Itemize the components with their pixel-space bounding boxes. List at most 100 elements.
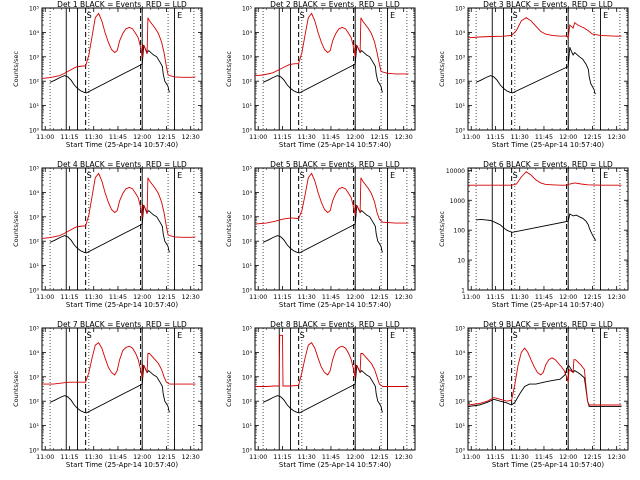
x-tick-label: 11:15 <box>60 134 78 141</box>
y-axis-label: Counts/sec <box>225 371 233 407</box>
x-axis-label: Start Time (25-Apr-14 10:57:40) <box>66 461 178 469</box>
y-tick-label: 10² <box>29 239 40 246</box>
x-tick-label: 11:00 <box>36 134 54 141</box>
marker-letter: E <box>390 171 395 180</box>
x-tick-label: 12:15 <box>370 454 388 461</box>
panel-title: Det 9 BLACK = Events, RED = LLD <box>483 320 613 329</box>
marker-letter: E <box>177 331 182 340</box>
x-tick-label: 11:45 <box>535 454 553 461</box>
y-tick-label: 10³ <box>242 374 253 381</box>
y-tick-label: 10⁰ <box>29 288 40 295</box>
y-tick-label: 10000 <box>446 168 465 175</box>
x-tick-label: 11:00 <box>249 134 267 141</box>
x-tick-label: 12:30 <box>608 294 626 301</box>
series-lld-line <box>42 172 196 239</box>
x-axis-label: Start Time (25-Apr-14 10:57:40) <box>66 301 178 309</box>
panel-title: Det 1 BLACK = Events, RED = LLD <box>57 0 187 9</box>
x-axis-label: Start Time (25-Apr-14 10:57:40) <box>279 141 391 149</box>
y-tick-label: 10⁴ <box>29 350 40 357</box>
plot-frame <box>41 167 203 291</box>
y-tick-label: 10¹ <box>29 423 40 430</box>
x-tick-label: 11:15 <box>486 454 504 461</box>
series-lld-line <box>255 172 409 225</box>
panel-det-7: 10⁰ 10¹ 10² 10³ 10⁴ 10⁵ 11:00 11:15 11:30 11:45 12… <box>12 320 203 469</box>
series-lld-line <box>468 347 622 406</box>
y-tick-label: 10¹ <box>455 103 466 110</box>
x-tick-label: 12:00 <box>133 294 151 301</box>
panel-det-2: 10⁰ 10¹ 10² 10³ 10⁴ 10⁵ 11:00 11:15 11:30 11:45 12… <box>225 0 416 149</box>
panel-det-3: 10⁰ 10¹ 10² 10³ 10⁴ 10⁵ 11:00 11:15 11:30 11:45 12… <box>438 0 629 149</box>
panel-title: Det 5 BLACK = Events, RED = LLD <box>270 160 400 169</box>
y-tick-label: 10⁰ <box>242 128 253 135</box>
x-tick-label: 12:30 <box>182 454 200 461</box>
y-axis-label: Counts/sec <box>438 51 446 87</box>
x-tick-label: 11:45 <box>109 454 127 461</box>
panel-title: Det 8 BLACK = Events, RED = LLD <box>270 320 400 329</box>
series-lld-line <box>468 171 622 186</box>
panel-title: Det 3 BLACK = Events, RED = LLD <box>483 0 613 9</box>
x-tick-label: 12:00 <box>133 454 151 461</box>
x-tick-label: 11:45 <box>535 134 553 141</box>
y-tick-label: 10⁵ <box>455 326 466 333</box>
y-tick-label: 10³ <box>29 214 40 221</box>
plot-frame <box>41 7 203 131</box>
panel-det-4: 10⁰ 10¹ 10² 10³ 10⁴ 10⁵ 11:00 11:15 11:30 11:45 12… <box>12 160 203 309</box>
y-tick-label: 10⁴ <box>242 30 253 37</box>
y-tick-label: 1 <box>461 288 465 295</box>
y-tick-label: 10⁰ <box>455 448 466 455</box>
x-axis-label: Start Time (25-Apr-14 10:57:40) <box>492 461 604 469</box>
y-tick-label: 10⁵ <box>242 6 253 13</box>
y-tick-label: 10¹ <box>29 103 40 110</box>
x-tick-label: 11:30 <box>298 294 316 301</box>
series-events-line <box>49 365 171 414</box>
x-axis-label: Start Time (25-Apr-14 10:57:40) <box>279 301 391 309</box>
x-axis-label: Start Time (25-Apr-14 10:57:40) <box>492 141 604 149</box>
y-tick-label: 10³ <box>242 54 253 61</box>
panel-det-1: 10⁰ 10¹ 10² 10³ 10⁴ 10⁵ 11:00 11:15 11:30 11:45 12… <box>12 0 203 149</box>
panel-title: Det 4 BLACK = Events, RED = LLD <box>57 160 187 169</box>
x-tick-label: 12:00 <box>559 454 577 461</box>
y-tick-label: 10¹ <box>242 423 253 430</box>
x-axis-label: Start Time (25-Apr-14 10:57:40) <box>492 301 604 309</box>
marker-letter: S <box>513 171 518 180</box>
marker-letter: S <box>87 331 92 340</box>
y-tick-label: 10⁵ <box>29 326 40 333</box>
marker-letter: S <box>513 11 518 20</box>
series-events-line <box>49 45 171 94</box>
x-tick-label: 12:00 <box>346 454 364 461</box>
x-tick-label: 11:30 <box>511 454 529 461</box>
x-tick-label: 12:30 <box>608 134 626 141</box>
y-tick-label: 10⁰ <box>242 288 253 295</box>
y-tick-label: 10¹ <box>242 103 253 110</box>
y-tick-label: 10⁴ <box>29 190 40 197</box>
x-tick-label: 12:30 <box>395 454 413 461</box>
y-tick-label: 10¹ <box>242 263 253 270</box>
y-tick-label: 10² <box>455 79 466 86</box>
y-tick-label: 10⁵ <box>455 6 466 13</box>
marker-letter: E <box>603 171 608 180</box>
panel-det-9: 10⁰ 10¹ 10² 10³ 10⁴ 10⁵ 11:00 11:15 11:30 11:45 12… <box>438 320 629 469</box>
x-tick-label: 12:15 <box>157 454 175 461</box>
y-axis-label: Counts/sec <box>225 211 233 247</box>
series-events-line <box>49 205 171 254</box>
marker-letter: S <box>300 11 305 20</box>
x-tick-label: 11:15 <box>273 294 291 301</box>
x-tick-label: 11:30 <box>298 454 316 461</box>
y-tick-label: 10⁴ <box>242 350 253 357</box>
y-tick-label: 10⁰ <box>29 128 40 135</box>
marker-letter: E <box>390 331 395 340</box>
y-tick-label: 100 <box>454 228 466 235</box>
x-tick-label: 11:00 <box>249 294 267 301</box>
y-tick-label: 1000 <box>450 198 465 205</box>
x-tick-label: 11:30 <box>511 134 529 141</box>
marker-letter: E <box>390 11 395 20</box>
x-tick-label: 12:15 <box>583 454 601 461</box>
x-tick-label: 12:30 <box>608 454 626 461</box>
x-tick-label: 12:30 <box>395 294 413 301</box>
y-tick-label: 10² <box>29 399 40 406</box>
y-tick-label: 10⁴ <box>29 30 40 37</box>
series-lld-line <box>42 342 196 385</box>
series-events-line <box>476 213 597 241</box>
x-tick-label: 11:15 <box>486 134 504 141</box>
x-tick-label: 11:15 <box>60 294 78 301</box>
